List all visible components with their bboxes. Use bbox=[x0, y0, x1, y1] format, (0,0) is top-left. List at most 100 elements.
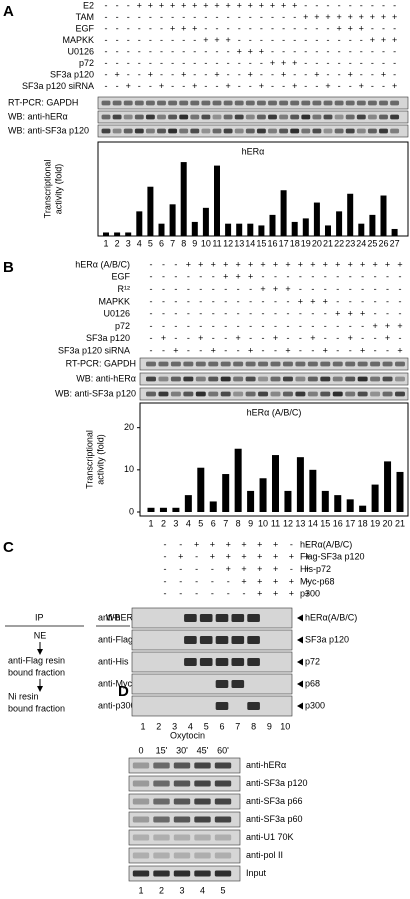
sign: - bbox=[386, 309, 389, 319]
blot-label: anti-Myc bbox=[98, 678, 133, 688]
sign: + bbox=[223, 259, 228, 269]
y-axis-label: activity (fold) bbox=[95, 434, 105, 485]
sign: - bbox=[338, 46, 341, 56]
band bbox=[258, 391, 269, 397]
sign: - bbox=[336, 296, 339, 306]
sign: - bbox=[199, 321, 202, 331]
sign: - bbox=[227, 46, 230, 56]
sign: - bbox=[360, 69, 363, 79]
sign: - bbox=[286, 296, 289, 306]
sign: - bbox=[199, 345, 202, 355]
band bbox=[212, 100, 222, 106]
sign: + bbox=[226, 552, 231, 562]
sign: + bbox=[214, 69, 219, 79]
band bbox=[112, 100, 122, 106]
x-tick-label: 17 bbox=[345, 518, 355, 528]
band bbox=[134, 128, 144, 134]
x-tick-label: 26 bbox=[378, 238, 388, 248]
band bbox=[170, 391, 181, 397]
sign: - bbox=[138, 35, 141, 45]
sign: - bbox=[360, 0, 363, 10]
sign: - bbox=[162, 259, 165, 269]
sign: + bbox=[359, 81, 364, 91]
band bbox=[223, 114, 233, 120]
sign: - bbox=[164, 552, 167, 562]
x-tick-label: 16 bbox=[267, 238, 277, 248]
bar bbox=[147, 186, 154, 236]
band bbox=[214, 762, 232, 769]
sign: - bbox=[338, 35, 341, 45]
band bbox=[223, 128, 233, 134]
band bbox=[290, 128, 300, 134]
sign: - bbox=[182, 35, 185, 45]
sign: + bbox=[259, 81, 264, 91]
lane-number: 8 bbox=[251, 721, 256, 731]
sign: + bbox=[370, 35, 375, 45]
x-tick-label: 13 bbox=[234, 238, 244, 248]
x-tick-label: 15 bbox=[256, 238, 266, 248]
sign: + bbox=[257, 589, 262, 599]
x-tick-label: 13 bbox=[295, 518, 305, 528]
sign: + bbox=[273, 539, 278, 549]
sign: - bbox=[262, 333, 265, 343]
sign: - bbox=[224, 333, 227, 343]
sign: + bbox=[281, 0, 286, 10]
treatment-label: SF3a p120 bbox=[86, 333, 130, 343]
sign: + bbox=[257, 576, 262, 586]
sign: - bbox=[324, 333, 327, 343]
sign: - bbox=[271, 46, 274, 56]
band bbox=[157, 128, 166, 134]
sign: + bbox=[370, 12, 375, 22]
blot-label: RT-PCR: GAPDH bbox=[8, 97, 78, 107]
blot-label: RT-PCR: GAPDH bbox=[66, 358, 136, 368]
bar bbox=[359, 505, 367, 512]
bar bbox=[236, 223, 243, 236]
sign: - bbox=[399, 284, 402, 294]
sign: - bbox=[349, 0, 352, 10]
sign: - bbox=[386, 345, 389, 355]
x-tick-label: 2 bbox=[115, 238, 120, 248]
band bbox=[356, 114, 366, 120]
sign: + bbox=[211, 259, 216, 269]
sign: - bbox=[199, 296, 202, 306]
band bbox=[357, 376, 368, 382]
band bbox=[334, 114, 344, 120]
band bbox=[145, 128, 155, 134]
sign: - bbox=[238, 12, 241, 22]
sign: + bbox=[257, 552, 262, 562]
sign: - bbox=[174, 296, 177, 306]
time-label: 15' bbox=[156, 745, 168, 755]
sign: - bbox=[338, 58, 341, 68]
band bbox=[220, 391, 231, 397]
band bbox=[307, 361, 318, 367]
x-tick-label: 9 bbox=[248, 518, 253, 528]
bar bbox=[309, 469, 317, 512]
band bbox=[247, 614, 260, 622]
sign: + bbox=[360, 309, 365, 319]
sign: - bbox=[336, 284, 339, 294]
sign: - bbox=[360, 58, 363, 68]
sign: - bbox=[227, 12, 230, 22]
sign: + bbox=[192, 81, 197, 91]
sign: - bbox=[182, 58, 185, 68]
band bbox=[295, 361, 306, 367]
sign: + bbox=[170, 0, 175, 10]
x-tick-label: 10 bbox=[201, 238, 211, 248]
band bbox=[270, 391, 281, 397]
sign: - bbox=[249, 321, 252, 331]
sign: + bbox=[236, 259, 241, 269]
ip-step: Ni resin bbox=[8, 691, 39, 701]
sign: - bbox=[382, 58, 385, 68]
sign: + bbox=[381, 35, 386, 45]
band bbox=[231, 614, 245, 622]
blot-label: anti-p300 bbox=[98, 700, 136, 710]
sign: + bbox=[210, 539, 215, 549]
sign: - bbox=[304, 35, 307, 45]
sign: - bbox=[105, 23, 108, 33]
arrowhead bbox=[297, 614, 303, 622]
sign: - bbox=[271, 81, 274, 91]
sign: - bbox=[260, 23, 263, 33]
sign: + bbox=[289, 589, 294, 599]
sign: - bbox=[138, 58, 141, 68]
sign: - bbox=[336, 345, 339, 355]
